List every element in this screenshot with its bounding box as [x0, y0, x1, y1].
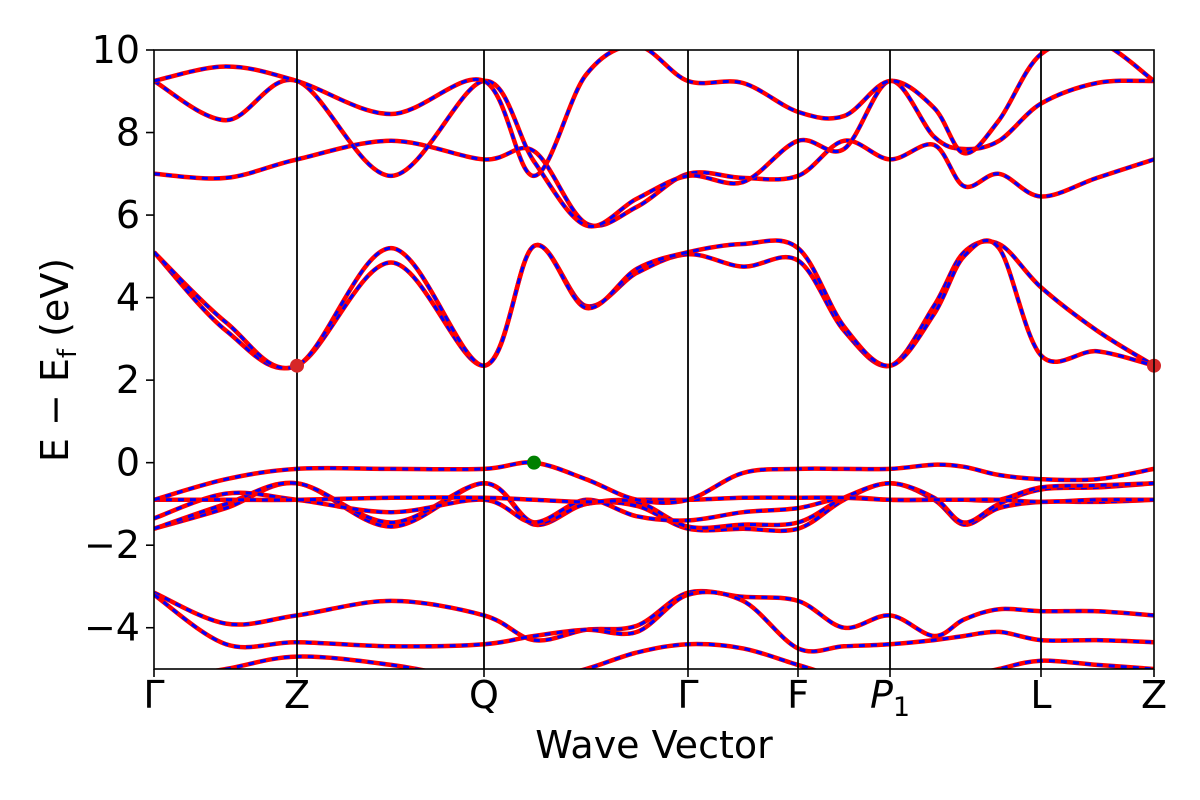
kpoint-label: Γ	[677, 673, 698, 717]
band-line-dashed	[154, 78, 1154, 228]
y-tick-label: −4	[84, 606, 140, 650]
extrema-markers	[290, 358, 1161, 470]
y-tick-label: 2	[116, 358, 140, 402]
y-tick-label: 6	[116, 193, 140, 237]
x-axis-label: Wave Vector	[535, 723, 773, 767]
band-lines	[154, 50, 1154, 669]
y-tick-label: 8	[116, 111, 140, 155]
band-line-dashed	[154, 481, 1154, 531]
y-axis-label: E − Ef (eV)	[33, 258, 83, 462]
cbm-marker	[290, 358, 304, 373]
y-axis-label-unit: (eV)	[33, 258, 77, 349]
kpoint-label: L	[1030, 673, 1051, 717]
x-axis-ticks: Γ Z Q Γ F P1 L Z	[143, 669, 1167, 723]
y-axis-label-main: E − E	[33, 358, 77, 462]
plot-frame	[153, 49, 1155, 670]
band-line-solid	[154, 238, 1154, 371]
kpoint-label: F	[787, 673, 809, 717]
band-line-dashed	[154, 460, 1154, 505]
band-line-dashed	[154, 590, 1154, 653]
kpoint-label: Z	[284, 673, 310, 717]
y-tick-label: 4	[116, 276, 140, 320]
y-axis-label-subscript: f	[53, 348, 83, 358]
y-tick-label: 0	[116, 441, 140, 485]
band-line-dashed	[154, 495, 1154, 504]
band-line-solid	[154, 138, 1154, 229]
band-line-dashed	[154, 139, 1154, 228]
vbm-marker	[527, 455, 541, 470]
y-tick-label: −2	[84, 523, 140, 567]
kpoint-label: Z	[1141, 673, 1167, 717]
kpoint-label: P1	[870, 673, 910, 723]
svg-text:E − Ef (eV): E − Ef (eV)	[33, 258, 83, 462]
band-line-solid	[154, 77, 1154, 229]
y-tick-label: 10	[92, 28, 140, 72]
kpoint-label: Q	[469, 673, 499, 717]
y-axis-ticks: 10 8 6 4 2 0 −2 −4	[84, 28, 154, 650]
kpoint-label: Γ	[143, 673, 164, 717]
band-line-solid	[154, 50, 1154, 179]
band-line-dashed	[154, 481, 1154, 533]
band-line-dashed	[217, 642, 1154, 669]
